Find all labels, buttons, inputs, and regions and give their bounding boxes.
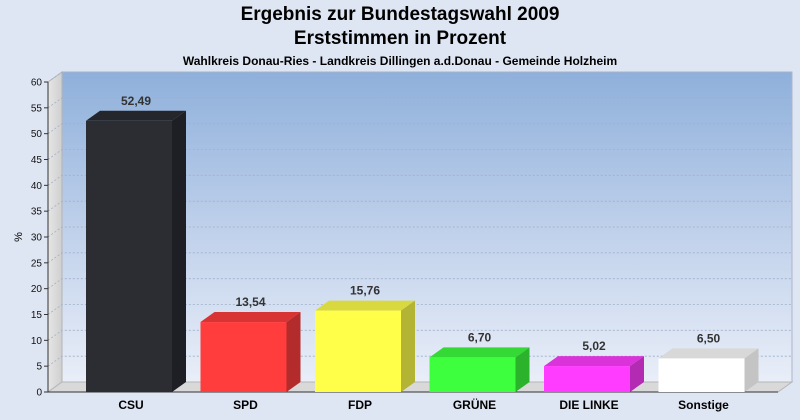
x-tick-label: CSU — [118, 398, 143, 412]
data-label: 13,54 — [235, 295, 265, 309]
gridline — [47, 149, 792, 160]
gridline — [47, 71, 792, 83]
bar — [315, 300, 415, 392]
gridline — [47, 252, 792, 264]
bar — [86, 110, 186, 392]
bar-top — [315, 300, 415, 311]
bar-side — [515, 347, 530, 392]
bar-top — [86, 110, 186, 121]
data-label: 6,70 — [468, 330, 492, 344]
gridline — [47, 97, 792, 109]
y-tick-label: 55 — [31, 103, 43, 114]
y-tick-label: 60 — [31, 78, 43, 89]
y-tick-label: 25 — [31, 258, 43, 269]
data-label: 5,02 — [582, 339, 606, 353]
gridline — [47, 226, 792, 238]
y-axis-label: % — [13, 232, 25, 242]
data-label: 6,50 — [697, 331, 721, 345]
x-tick-label: SPD — [233, 398, 258, 412]
bar-front — [200, 322, 287, 392]
y-tick-label: 10 — [31, 336, 43, 347]
gridline — [47, 200, 792, 212]
y-tick-label: 0 — [36, 388, 42, 399]
y-tick-label: 40 — [31, 181, 43, 192]
gridline — [47, 304, 792, 315]
y-tick-label: 15 — [31, 310, 43, 321]
bar-front — [429, 357, 516, 392]
gridline — [47, 174, 792, 186]
bar-top — [544, 356, 644, 367]
bar — [658, 348, 759, 392]
gridline — [47, 278, 792, 289]
y-tick-label: 45 — [31, 155, 43, 166]
x-tick-label: GRÜNE — [453, 397, 496, 412]
y-tick-label: 50 — [31, 129, 43, 140]
bar-side — [401, 300, 415, 392]
chart-subtitle: Wahlkreis Donau-Ries - Landkreis Dilling… — [182, 54, 618, 68]
bar-front — [86, 120, 172, 392]
gridline — [47, 355, 792, 367]
x-tick-label: DIE LINKE — [559, 398, 618, 412]
bar-front — [658, 358, 745, 392]
bar-side — [286, 312, 301, 392]
chart-title-line2: Erststimmen in Prozent — [293, 28, 507, 49]
gridline — [47, 123, 792, 134]
bar-side — [172, 110, 186, 392]
bar-top — [429, 347, 530, 358]
bar-front — [544, 366, 630, 392]
x-tick-label: FDP — [348, 398, 372, 412]
bar-top — [200, 312, 301, 323]
y-tick-label: 30 — [31, 233, 43, 244]
y-tick-label: 35 — [31, 207, 43, 218]
y-tick-label: 5 — [36, 362, 42, 373]
bar-side — [744, 348, 759, 392]
data-label: 15,76 — [350, 284, 380, 298]
bar-front — [315, 310, 401, 392]
bar-top — [658, 348, 759, 359]
bar-side — [630, 356, 644, 392]
chart-title: Ergebnis zur Bundestagswahl 2009 — [240, 4, 560, 25]
y-tick-label: 20 — [31, 284, 43, 295]
bar — [544, 356, 644, 392]
bar — [200, 312, 301, 392]
bar — [429, 347, 530, 392]
gridline — [47, 329, 792, 341]
data-label: 52,49 — [121, 94, 151, 108]
x-tick-label: Sonstige — [678, 398, 729, 412]
